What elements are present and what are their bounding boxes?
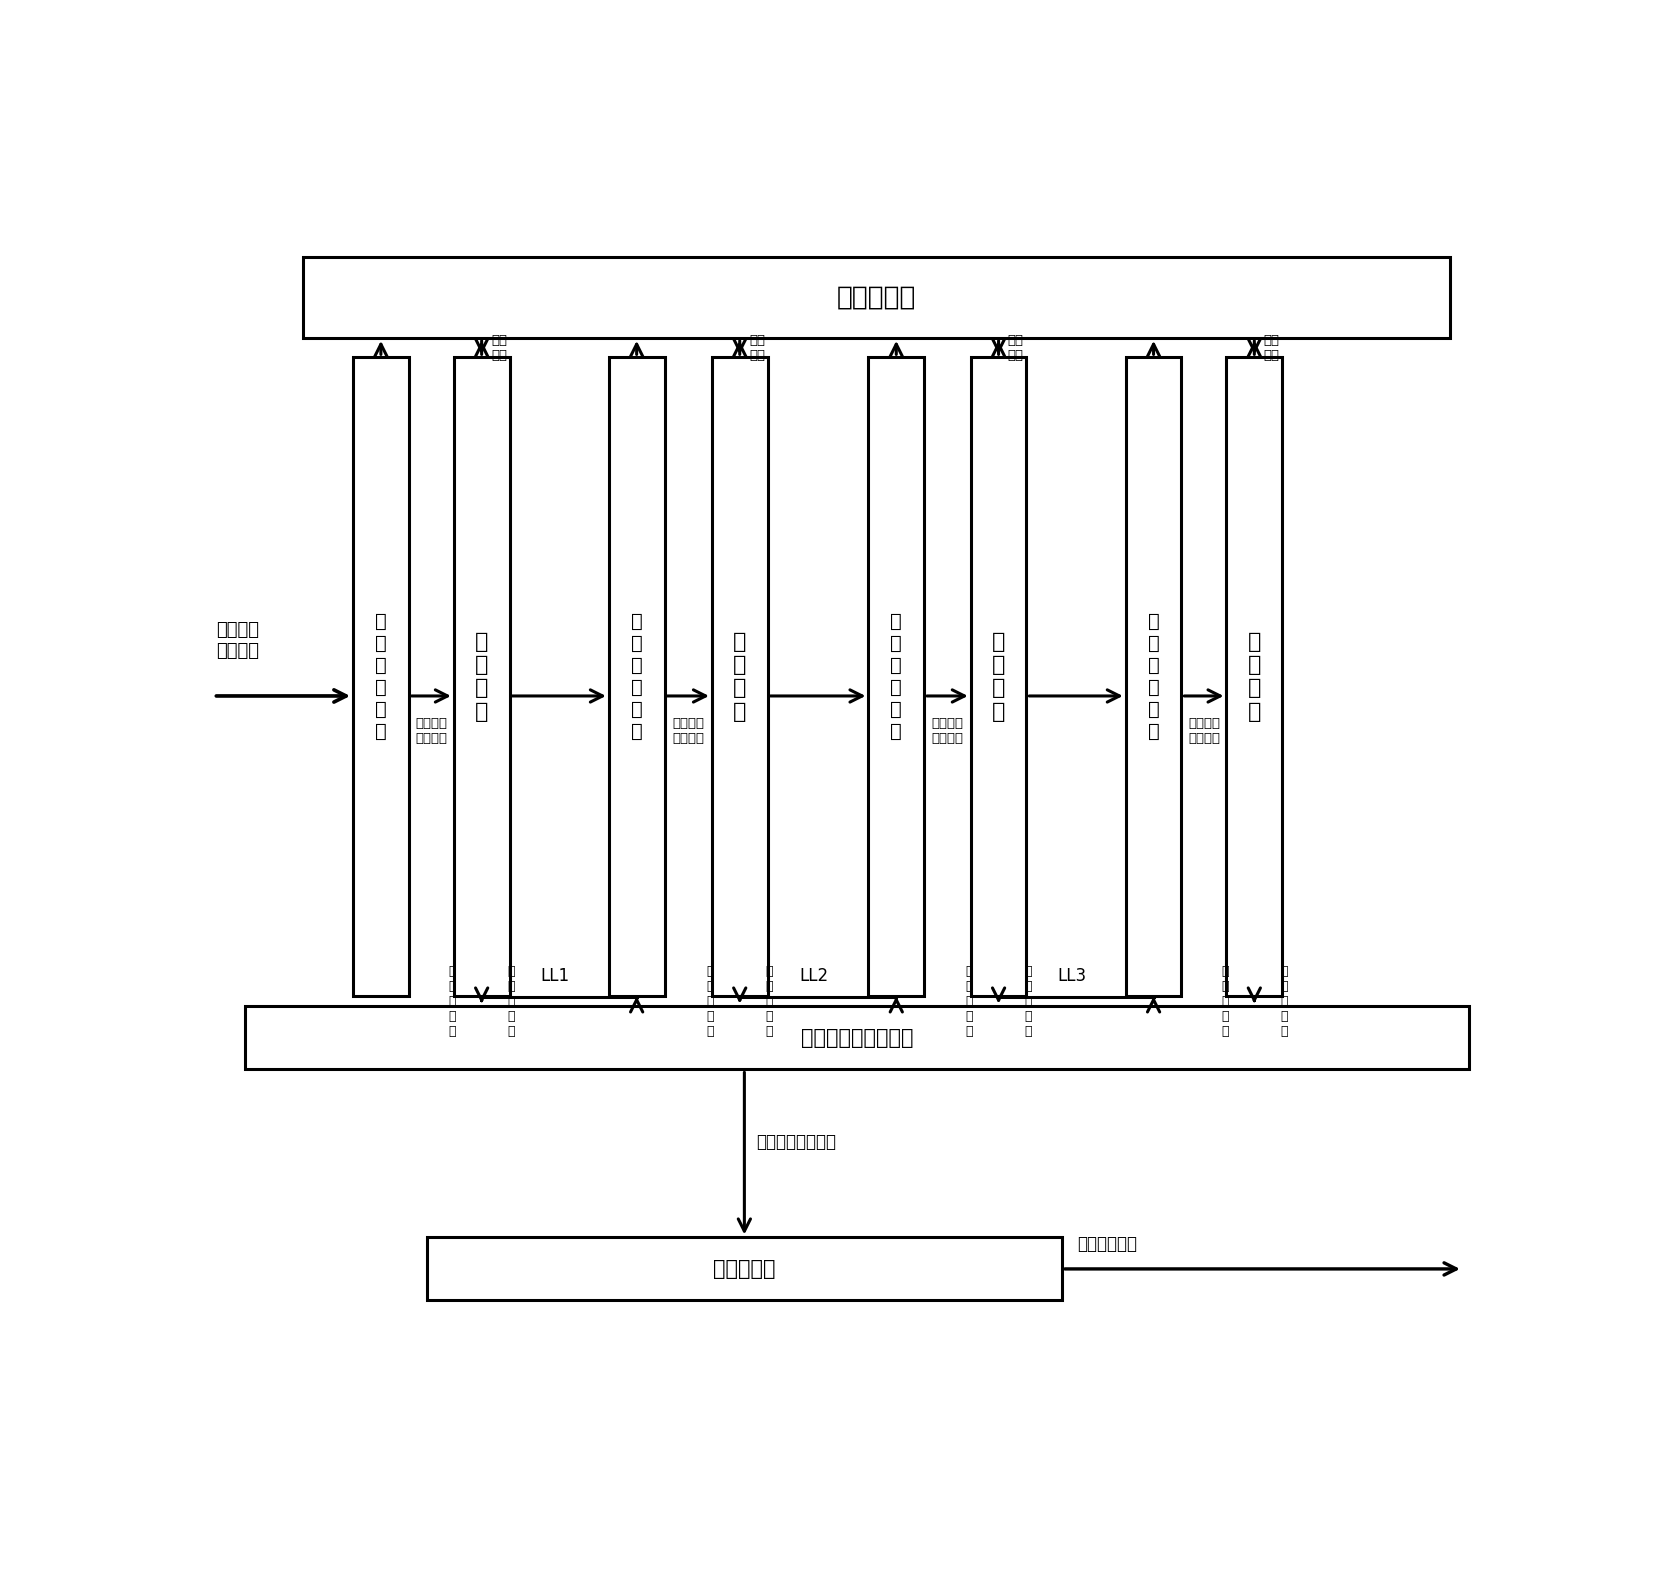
Text: 列
变
换
器: 列 变 换 器 [733,632,746,722]
Text: 原始图像
数据输入: 原始图像 数据输入 [216,620,258,660]
Bar [454,358,510,996]
Bar [426,1238,1062,1300]
Text: 列
变
换
系
数: 列 变 换 系 数 [1221,964,1229,1037]
Text: LL2: LL2 [800,967,828,985]
Text: 列
变
换
器: 列 变 换 器 [1248,632,1261,722]
Bar [869,358,924,996]
Bar [352,358,409,996]
Bar [302,258,1449,337]
Text: 列
变
换
器: 列 变 换 器 [475,632,488,722]
Bar [1125,358,1182,996]
Text: 各级小波变换系数: 各级小波变换系数 [756,1133,837,1150]
Bar [245,1007,1469,1069]
Text: 第一级行
变换系数: 第一级行 变换系数 [416,716,448,745]
Text: 中间
结果: 中间 结果 [1008,334,1025,361]
Text: 中间缓存器: 中间缓存器 [837,285,916,310]
Text: 三
级
行
变
换
器: 三 级 行 变 换 器 [890,613,902,741]
Text: 第三级行
变换系数: 第三级行 变换系数 [931,716,963,745]
Bar [971,358,1026,996]
Text: 列
变
换
系
数: 列 变 换 系 数 [706,964,714,1037]
Text: 列
变
换
系
数: 列 变 换 系 数 [448,964,456,1037]
Text: 读出小波系数: 读出小波系数 [1078,1235,1137,1254]
Text: 第
三
级
小
波: 第 三 级 小 波 [1025,964,1031,1037]
Text: 中间
结果: 中间 结果 [750,334,765,361]
Text: 中间
结果: 中间 结果 [491,334,506,361]
Text: LL3: LL3 [1058,967,1087,985]
Text: 第
四
级
小
波: 第 四 级 小 波 [1280,964,1288,1037]
Text: 列
变
换
系
数: 列 变 换 系 数 [966,964,973,1037]
Bar [1226,358,1283,996]
Text: 第四级行
变换系数: 第四级行 变换系数 [1187,716,1219,745]
Text: 中间
结果: 中间 结果 [1264,334,1280,361]
Text: 列
变
换
器: 列 变 换 器 [991,632,1005,722]
Text: 第
二
级
小
波: 第 二 级 小 波 [765,964,773,1037]
Text: 二
级
行
变
换
器: 二 级 行 变 换 器 [631,613,642,741]
Text: 多级小波输出控制器: 多级小波输出控制器 [800,1028,912,1048]
Text: 一
级
行
变
换
器: 一 级 行 变 换 器 [376,613,387,741]
Text: 第二级行
变换系数: 第二级行 变换系数 [672,716,704,745]
Text: 外部存储器: 外部存储器 [713,1258,776,1279]
Text: 四
级
行
变
换
器: 四 级 行 变 换 器 [1147,613,1159,741]
Text: 第
一
级
小
波: 第 一 级 小 波 [508,964,515,1037]
Bar [609,358,664,996]
Text: LL1: LL1 [540,967,570,985]
Bar [711,358,768,996]
